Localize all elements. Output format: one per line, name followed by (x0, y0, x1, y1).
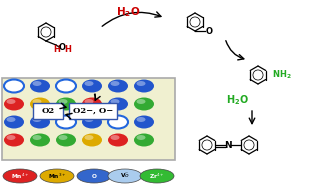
Ellipse shape (37, 140, 47, 145)
Ellipse shape (141, 122, 151, 127)
Text: O: O (92, 174, 96, 178)
Ellipse shape (108, 98, 128, 111)
Ellipse shape (30, 98, 50, 111)
Ellipse shape (37, 122, 47, 127)
Text: Zr$^{4+}$: Zr$^{4+}$ (149, 171, 165, 181)
Ellipse shape (82, 80, 102, 92)
Ellipse shape (33, 99, 41, 104)
Ellipse shape (84, 117, 94, 122)
Ellipse shape (137, 135, 145, 140)
Ellipse shape (137, 99, 145, 104)
Ellipse shape (89, 140, 99, 145)
Ellipse shape (111, 81, 120, 86)
Ellipse shape (137, 81, 145, 86)
Text: $\mathbf{H_2O}$: $\mathbf{H_2O}$ (226, 93, 250, 107)
Ellipse shape (137, 117, 145, 122)
Ellipse shape (89, 86, 99, 91)
Ellipse shape (63, 140, 73, 145)
Ellipse shape (89, 122, 99, 127)
Ellipse shape (30, 115, 50, 129)
Ellipse shape (89, 104, 99, 109)
Ellipse shape (4, 133, 24, 146)
FancyBboxPatch shape (2, 78, 175, 160)
FancyBboxPatch shape (33, 103, 63, 119)
Text: O2−, O−: O2−, O− (73, 107, 113, 115)
Ellipse shape (58, 99, 68, 104)
Ellipse shape (40, 169, 74, 183)
Ellipse shape (7, 117, 15, 122)
Ellipse shape (108, 115, 128, 129)
Ellipse shape (63, 104, 73, 109)
Ellipse shape (134, 80, 154, 92)
Ellipse shape (37, 104, 47, 109)
Ellipse shape (84, 99, 94, 104)
FancyBboxPatch shape (69, 103, 117, 119)
Ellipse shape (141, 104, 151, 109)
Ellipse shape (33, 117, 41, 122)
Ellipse shape (37, 86, 47, 91)
Ellipse shape (84, 81, 94, 86)
Ellipse shape (56, 133, 76, 146)
Ellipse shape (134, 133, 154, 146)
Text: V$\ddot{o}$: V$\ddot{o}$ (120, 172, 130, 180)
Ellipse shape (108, 169, 142, 183)
Ellipse shape (11, 104, 21, 109)
Text: O: O (205, 26, 213, 36)
Ellipse shape (58, 135, 68, 140)
Ellipse shape (134, 115, 154, 129)
Text: O2: O2 (41, 107, 55, 115)
Ellipse shape (82, 98, 102, 111)
Ellipse shape (33, 135, 41, 140)
Ellipse shape (108, 80, 128, 92)
Ellipse shape (115, 140, 125, 145)
Ellipse shape (4, 98, 24, 111)
Text: Mn$^{3+}$: Mn$^{3+}$ (48, 171, 66, 181)
Ellipse shape (141, 140, 151, 145)
Ellipse shape (56, 98, 76, 111)
Ellipse shape (7, 99, 15, 104)
Ellipse shape (84, 135, 94, 140)
Ellipse shape (56, 80, 76, 92)
Ellipse shape (11, 122, 21, 127)
Ellipse shape (111, 99, 120, 104)
Ellipse shape (134, 98, 154, 111)
Ellipse shape (11, 140, 21, 145)
Ellipse shape (140, 169, 174, 183)
Text: Mn$^{4+}$: Mn$^{4+}$ (11, 171, 29, 181)
Ellipse shape (141, 86, 151, 91)
Ellipse shape (4, 80, 24, 92)
Ellipse shape (82, 115, 102, 129)
Text: O: O (58, 43, 66, 51)
Ellipse shape (30, 133, 50, 146)
Ellipse shape (115, 86, 125, 91)
Text: $\mathbf{NH_2}$: $\mathbf{NH_2}$ (272, 69, 292, 81)
Ellipse shape (108, 133, 128, 146)
Ellipse shape (3, 169, 37, 183)
Ellipse shape (56, 115, 76, 129)
Ellipse shape (30, 80, 50, 92)
Ellipse shape (82, 133, 102, 146)
Ellipse shape (4, 115, 24, 129)
Ellipse shape (77, 169, 111, 183)
Ellipse shape (7, 135, 15, 140)
Ellipse shape (111, 135, 120, 140)
Text: N: N (224, 140, 232, 149)
Text: H: H (65, 46, 72, 54)
Text: H: H (54, 46, 60, 54)
Ellipse shape (33, 81, 41, 86)
Ellipse shape (115, 104, 125, 109)
Text: $\mathbf{H_2O}$: $\mathbf{H_2O}$ (116, 5, 140, 19)
